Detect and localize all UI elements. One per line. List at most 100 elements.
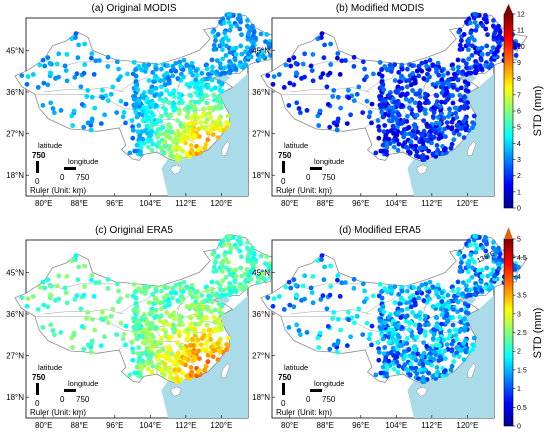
hainan-outline [416,164,428,175]
station-marker [298,110,303,116]
station-marker [457,269,463,274]
station-marker [81,70,87,76]
x-tick-label: 96°E [352,421,369,430]
station-marker [369,101,375,107]
station-marker [420,375,426,380]
station-marker [439,90,445,96]
station-marker [392,300,398,305]
station-marker [492,273,497,279]
station-marker [405,288,410,294]
station-marker [215,357,221,362]
station-marker [248,249,254,255]
station-marker [97,280,102,285]
colorbar-tick-label: 1.5 [517,367,527,374]
station-marker [455,309,460,315]
station-marker [304,330,310,335]
station-marker [337,72,343,77]
x-tick-label: 112°E [421,421,442,430]
station-marker [386,340,392,345]
station-marker [407,73,413,79]
station-marker [376,349,382,355]
station-marker [488,284,494,289]
station-marker [244,23,250,29]
station-marker [310,300,316,306]
station-marker [105,54,111,60]
station-marker [73,31,79,36]
station-marker [232,279,238,285]
station-marker [203,119,209,125]
station-marker [436,337,441,342]
station-marker [446,114,451,119]
station-marker [447,106,452,112]
station-marker [105,286,111,291]
x-tick-label: 104°E [139,199,161,208]
station-marker [133,73,139,79]
panel-a: (a) Original MODIS latitude750longitude0… [6,3,283,208]
station-marker [256,278,262,284]
station-marker [472,37,477,43]
station-marker [399,73,404,79]
station-marker [441,337,447,343]
station-marker [165,285,171,290]
station-marker [174,375,180,380]
station-marker [516,264,521,270]
station-marker [58,108,64,113]
station-marker [270,303,276,309]
station-marker [195,369,201,375]
station-marker [63,290,69,295]
station-marker [474,24,480,29]
station-marker [175,118,181,123]
station-marker [395,351,401,356]
station-marker [175,76,181,81]
station-marker [395,346,400,352]
station-marker [244,267,250,272]
station-marker [485,32,490,38]
station-marker [209,57,215,63]
station-marker [461,32,467,37]
station-marker [135,129,141,135]
station-marker [196,126,201,132]
station-marker [445,70,451,76]
ruler-latitude-value: 750 [32,151,46,160]
station-marker [344,121,350,126]
station-marker [239,32,244,38]
station-marker [423,111,428,116]
station-marker [225,335,231,341]
station-marker [396,88,401,93]
station-marker [375,118,381,123]
station-marker [227,286,232,292]
station-marker [315,113,321,119]
station-marker [270,81,276,87]
taiwan-outline [221,141,231,157]
x-tick-label: 96°E [106,421,123,430]
station-marker [271,74,277,79]
station-marker [150,363,156,369]
station-marker [483,285,488,290]
station-marker [193,312,199,318]
station-marker [465,310,471,316]
station-marker [283,62,289,68]
station-marker [433,66,439,72]
station-marker [450,288,456,294]
station-marker [308,285,314,291]
station-marker [82,284,88,289]
station-marker [397,343,403,348]
station-marker [224,342,230,347]
station-marker [302,296,307,302]
station-marker [460,280,466,285]
station-marker [465,38,470,44]
station-marker [472,69,478,75]
x-tick-label: 96°E [106,199,123,208]
station-marker [209,77,215,83]
station-marker [93,58,99,64]
x-tick-label: 96°E [352,199,369,208]
station-marker [424,63,429,69]
station-marker [386,136,392,142]
station-marker [197,356,202,361]
station-marker [351,276,357,282]
station-marker [334,349,340,355]
station-marker [413,313,419,319]
ruler-latitude-label: latitude [284,363,308,372]
station-marker [98,343,104,348]
station-marker [69,258,75,264]
